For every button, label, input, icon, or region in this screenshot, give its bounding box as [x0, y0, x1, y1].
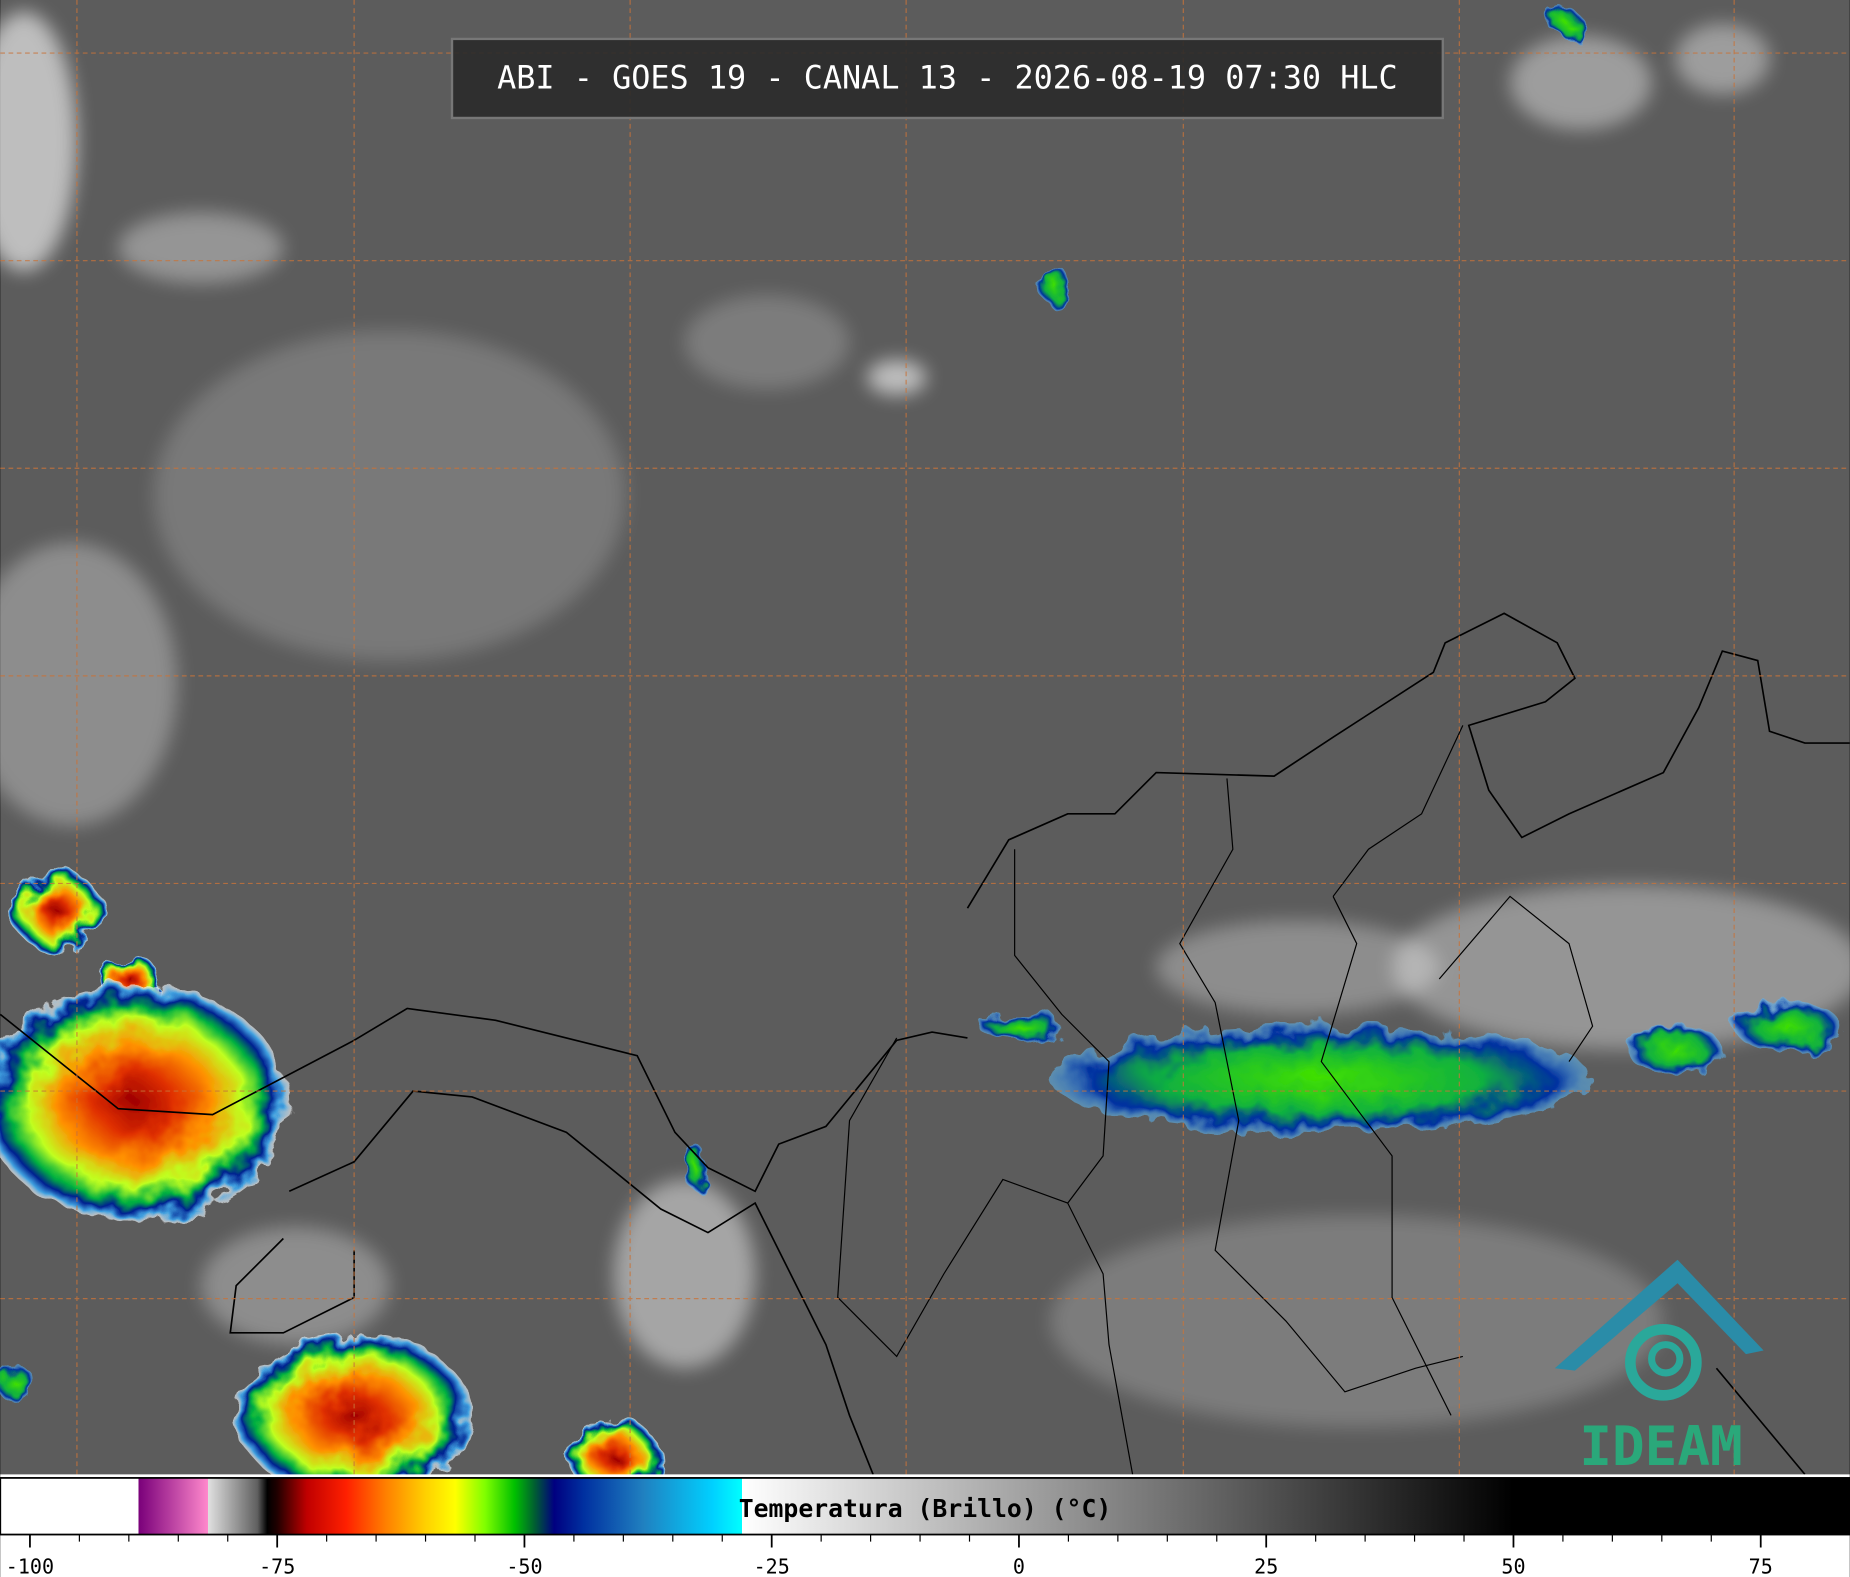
borders: [837, 725, 1594, 1475]
tick-label: 25: [1254, 1554, 1278, 1577]
tick-label: -75: [259, 1554, 295, 1577]
logo: IDEAM: [1554, 1259, 1764, 1478]
colorbar-label: Temperatura (Brillo) (°C): [739, 1494, 1112, 1523]
tick-label: -50: [506, 1554, 542, 1577]
tick-label: 75: [1749, 1554, 1773, 1577]
tick-label: -25: [754, 1554, 790, 1577]
colorbar: Temperatura (Brillo) (°C) -100 -75 -50 -25 0…: [0, 1474, 1850, 1577]
title-box: ABI - GOES 19 - CANAL 13 - 2026-08-19 07…: [450, 37, 1444, 120]
tick-label: -100: [6, 1554, 54, 1577]
title: ABI - GOES 19 - CANAL 13 - 2026-08-19 07…: [497, 58, 1398, 96]
graticule: [0, 0, 1850, 1475]
logo-text: IDEAM: [1579, 1415, 1742, 1478]
tick-label: 0: [1013, 1554, 1025, 1577]
tick-label: 50: [1501, 1554, 1525, 1577]
